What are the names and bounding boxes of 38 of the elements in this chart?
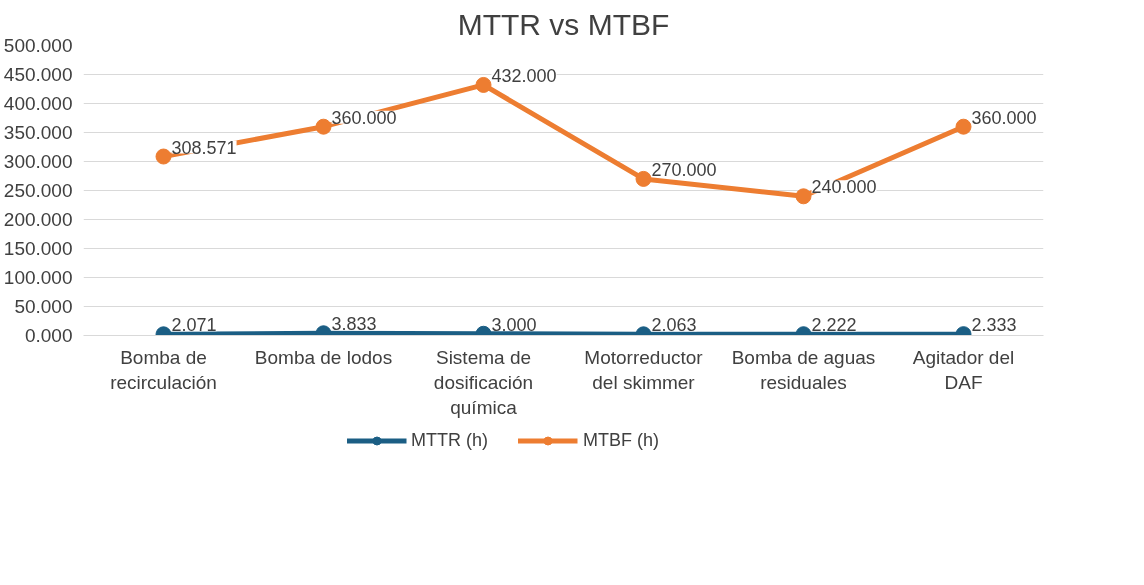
y-tick-label: 350.000 xyxy=(3,122,73,143)
data-label: 3.833 xyxy=(331,314,377,335)
y-tick-label: 200.000 xyxy=(3,209,73,230)
data-label: 2.222 xyxy=(811,315,857,336)
point xyxy=(315,118,332,135)
point xyxy=(475,76,492,93)
x-tick-label: Motorreductor del skimmer xyxy=(584,346,704,393)
y-tick-label: 400.000 xyxy=(3,93,73,114)
data-label: 2.071 xyxy=(171,315,217,336)
data-label: 3.000 xyxy=(491,314,537,335)
legend-label: MTBF (h) xyxy=(582,429,659,451)
x-tick-label: Bomba de recirculación xyxy=(110,346,217,393)
x-tick-label: Bomba de aguas residuales xyxy=(731,346,876,393)
y-tick-label: 150.000 xyxy=(3,238,73,259)
x-tick-label: Bomba de lodos xyxy=(254,346,393,368)
y-tick-label: 50.000 xyxy=(14,296,73,317)
data-label: 308.571 xyxy=(171,137,237,158)
y-tick-label: 0.000 xyxy=(24,325,73,346)
data-label: 240.000 xyxy=(811,177,877,198)
point xyxy=(955,118,972,135)
data-label: 360.000 xyxy=(971,107,1037,128)
x-tick-label: Sistema de dosificación química xyxy=(433,346,534,418)
data-label: 2.333 xyxy=(971,315,1017,336)
data-label: 432.000 xyxy=(491,65,557,86)
data-label: 360.000 xyxy=(331,107,397,128)
point xyxy=(155,148,172,165)
x-tick-label: Agitador del DAF xyxy=(912,346,1015,393)
legend-label: MTTR (h) xyxy=(411,429,488,451)
y-tick-label: 300.000 xyxy=(3,151,73,172)
point xyxy=(795,188,812,205)
y-tick-label: 500.000 xyxy=(3,35,73,56)
chart-title: MTTR vs MTBF xyxy=(457,7,670,41)
y-tick-label: 100.000 xyxy=(3,267,73,288)
point xyxy=(635,170,652,187)
y-tick-label: 250.000 xyxy=(3,180,73,201)
data-label: 2.063 xyxy=(651,315,697,336)
y-tick-label: 450.000 xyxy=(3,64,73,85)
data-label: 270.000 xyxy=(651,159,717,180)
